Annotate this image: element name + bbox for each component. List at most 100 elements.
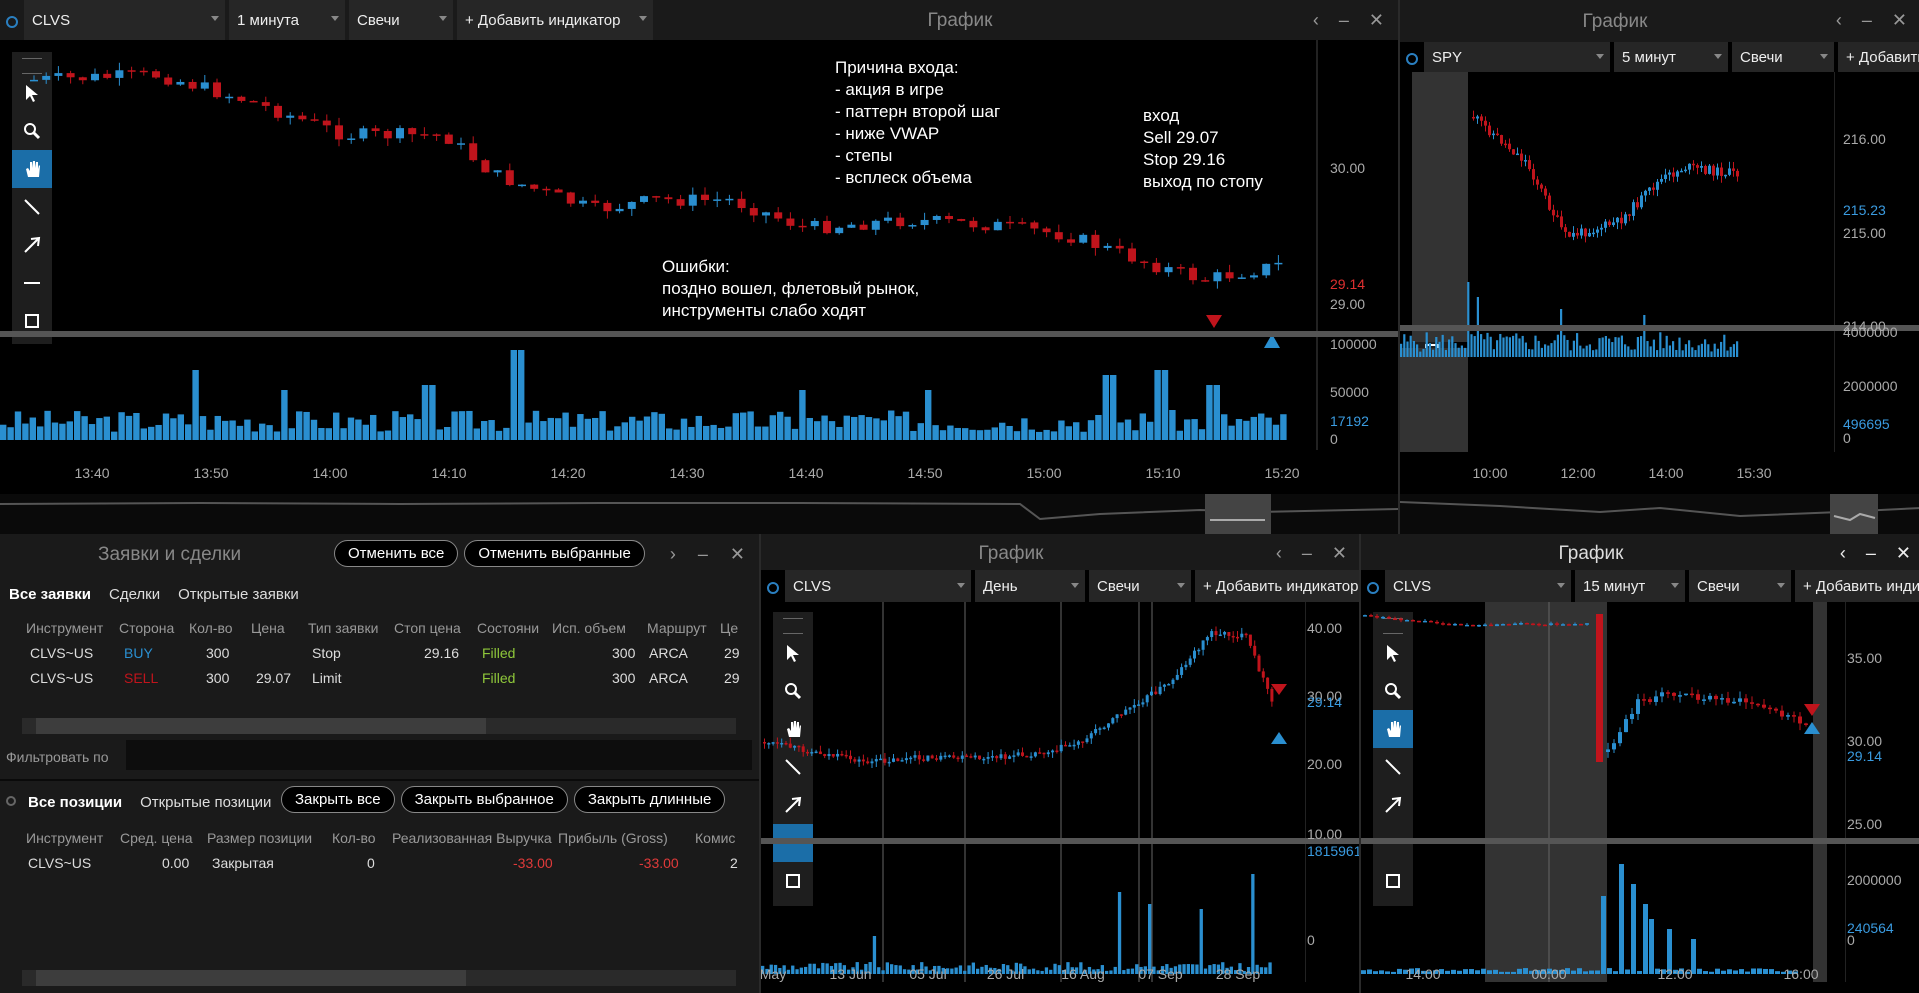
cursor-icon[interactable] bbox=[12, 74, 52, 112]
column-header[interactable]: Кол-во bbox=[189, 620, 233, 636]
scrollbar-thumb[interactable] bbox=[36, 718, 486, 734]
back-icon[interactable]: ‹ bbox=[1312, 10, 1319, 30]
candlestick-chart-area[interactable] bbox=[1361, 602, 1846, 982]
minimize-icon[interactable]: – bbox=[1301, 543, 1312, 563]
back-icon[interactable]: ‹ bbox=[1835, 10, 1842, 30]
tab-open-positions[interactable]: Открытые позиции bbox=[140, 794, 272, 811]
hand-icon[interactable] bbox=[12, 150, 52, 188]
hline-icon[interactable] bbox=[12, 264, 52, 302]
column-header[interactable]: Тип заявки bbox=[308, 620, 379, 636]
symbol-selector[interactable]: CLVS bbox=[1385, 570, 1571, 602]
arrow-icon[interactable] bbox=[12, 226, 52, 264]
column-header[interactable]: Состояни bbox=[477, 620, 540, 636]
cursor-icon[interactable] bbox=[1373, 634, 1413, 672]
navigator-strip[interactable] bbox=[1400, 494, 1919, 534]
tab-all-positions[interactable]: Все позиции bbox=[28, 794, 123, 811]
annotation-entry-reason[interactable]: Причина входа: - акция в игре - паттерн … bbox=[835, 58, 1001, 187]
close-long-button[interactable]: Закрыть длинные bbox=[573, 786, 726, 813]
add-indicator-button[interactable]: + Добавить индикатор bbox=[457, 0, 653, 40]
symbol-selector[interactable]: CLVS bbox=[785, 570, 971, 602]
close-icon[interactable]: ✕ bbox=[1891, 10, 1907, 30]
column-header[interactable]: Исп. объем bbox=[552, 620, 626, 636]
tab-open-orders[interactable]: Открытые заявки bbox=[178, 586, 299, 603]
minimize-icon[interactable]: – bbox=[1861, 10, 1872, 30]
chart-style-selector[interactable]: Свечи bbox=[349, 0, 453, 40]
close-icon[interactable]: ✕ bbox=[1368, 10, 1384, 30]
scrollbar-thumb[interactable] bbox=[36, 970, 466, 986]
column-header[interactable]: Цена bbox=[251, 620, 285, 636]
minimize-icon[interactable]: – bbox=[697, 544, 708, 564]
column-header[interactable]: Инструмент bbox=[26, 620, 104, 636]
horizontal-scrollbar[interactable] bbox=[22, 718, 736, 734]
line-icon[interactable] bbox=[773, 748, 813, 786]
rect-icon[interactable] bbox=[12, 302, 52, 340]
zoom-icon[interactable] bbox=[12, 112, 52, 150]
add-indicator-button[interactable]: + Добавить bbox=[1838, 42, 1919, 72]
symbol-selector[interactable]: SPY bbox=[1424, 42, 1610, 72]
column-header[interactable]: Комис bbox=[695, 830, 736, 846]
rect-icon[interactable] bbox=[1373, 862, 1413, 900]
close-all-button[interactable]: Закрыть все bbox=[281, 786, 395, 813]
chart-style-selector[interactable]: Свечи bbox=[1689, 570, 1791, 602]
add-indicator-button[interactable]: + Добавить индик bbox=[1795, 570, 1919, 602]
zoom-icon[interactable] bbox=[1373, 672, 1413, 710]
horizontal-scrollbar[interactable] bbox=[22, 970, 736, 986]
cancel-all-button[interactable]: Отменить все bbox=[334, 540, 459, 567]
column-header[interactable]: Маршрут bbox=[647, 620, 707, 636]
close-icon[interactable]: ✕ bbox=[1331, 543, 1347, 563]
grip-icon[interactable] bbox=[1383, 618, 1403, 634]
interval-selector[interactable]: День bbox=[975, 570, 1085, 602]
column-header[interactable]: Размер позиции bbox=[207, 830, 313, 846]
link-dot-icon[interactable] bbox=[767, 582, 779, 594]
pane-divider[interactable] bbox=[761, 838, 1361, 844]
annotation-trade[interactable]: вход Sell 29.07 Stop 29.16 выход по стоп… bbox=[1143, 106, 1263, 191]
table-row[interactable]: CLVS~US SELL 300 29.07 Limit Filled 300 … bbox=[26, 670, 746, 695]
line-icon[interactable] bbox=[12, 188, 52, 226]
chart-style-selector[interactable]: Свечи bbox=[1089, 570, 1191, 602]
close-icon[interactable]: ✕ bbox=[729, 544, 745, 564]
pane-divider[interactable] bbox=[1361, 838, 1919, 844]
link-dot-icon[interactable] bbox=[6, 16, 18, 28]
back-icon[interactable]: ‹ bbox=[1275, 543, 1282, 563]
interval-selector[interactable]: 15 минут bbox=[1575, 570, 1685, 602]
column-header[interactable]: Инструмент bbox=[26, 830, 104, 846]
minimize-icon[interactable]: – bbox=[1338, 10, 1349, 30]
interval-selector[interactable]: 5 минут bbox=[1614, 42, 1728, 72]
column-header[interactable]: Сторона bbox=[119, 620, 175, 636]
minimize-icon[interactable]: – bbox=[1865, 543, 1876, 563]
symbol-selector[interactable]: CLVS bbox=[24, 0, 225, 40]
chart-style-selector[interactable]: Свечи bbox=[1732, 42, 1834, 72]
cancel-selected-button[interactable]: Отменить выбранные bbox=[464, 540, 645, 567]
table-row[interactable]: CLVS~US 0.00 Закрытая 0 -33.00 -33.00 2 bbox=[26, 855, 746, 880]
interval-selector[interactable]: 1 минута bbox=[229, 0, 345, 40]
link-dot-icon[interactable] bbox=[1367, 582, 1379, 594]
grip-icon[interactable] bbox=[783, 618, 803, 634]
pane-divider[interactable] bbox=[0, 331, 1398, 337]
candlestick-chart-area[interactable] bbox=[761, 602, 1306, 982]
arrow-icon[interactable] bbox=[773, 786, 813, 824]
navigator-strip[interactable] bbox=[0, 494, 1398, 534]
pane-divider[interactable] bbox=[1400, 325, 1919, 331]
close-icon[interactable]: ✕ bbox=[1895, 543, 1911, 563]
link-dot-icon[interactable] bbox=[6, 796, 16, 806]
table-row[interactable]: CLVS~US BUY 300 Stop 29.16 Filled 300 AR… bbox=[26, 645, 746, 670]
cursor-icon[interactable] bbox=[773, 634, 813, 672]
tab-trades[interactable]: Сделки bbox=[109, 586, 161, 603]
back-icon[interactable]: ‹ bbox=[1839, 543, 1846, 563]
arrow-icon[interactable] bbox=[1373, 786, 1413, 824]
candlestick-chart-area[interactable] bbox=[0, 40, 1320, 450]
forward-icon[interactable]: › bbox=[669, 544, 676, 564]
column-header[interactable]: Кол-во bbox=[332, 830, 376, 846]
grip-icon[interactable] bbox=[22, 58, 42, 74]
link-dot-icon[interactable] bbox=[1406, 53, 1418, 65]
add-indicator-button[interactable]: + Добавить индикатор bbox=[1195, 570, 1361, 602]
filter-input[interactable] bbox=[126, 740, 752, 770]
tab-all-orders[interactable]: Все заявки bbox=[9, 586, 91, 603]
column-header[interactable]: Це bbox=[720, 620, 739, 636]
column-header[interactable]: Стоп цена bbox=[394, 620, 461, 636]
rect-icon[interactable] bbox=[773, 862, 813, 900]
column-header[interactable]: Прибыль (Gross) bbox=[558, 830, 668, 846]
candlestick-chart-area[interactable] bbox=[1400, 72, 1835, 452]
annotation-mistakes[interactable]: Ошибки: поздно вошел, флетовый рынок, ин… bbox=[662, 257, 920, 320]
line-icon[interactable] bbox=[1373, 748, 1413, 786]
